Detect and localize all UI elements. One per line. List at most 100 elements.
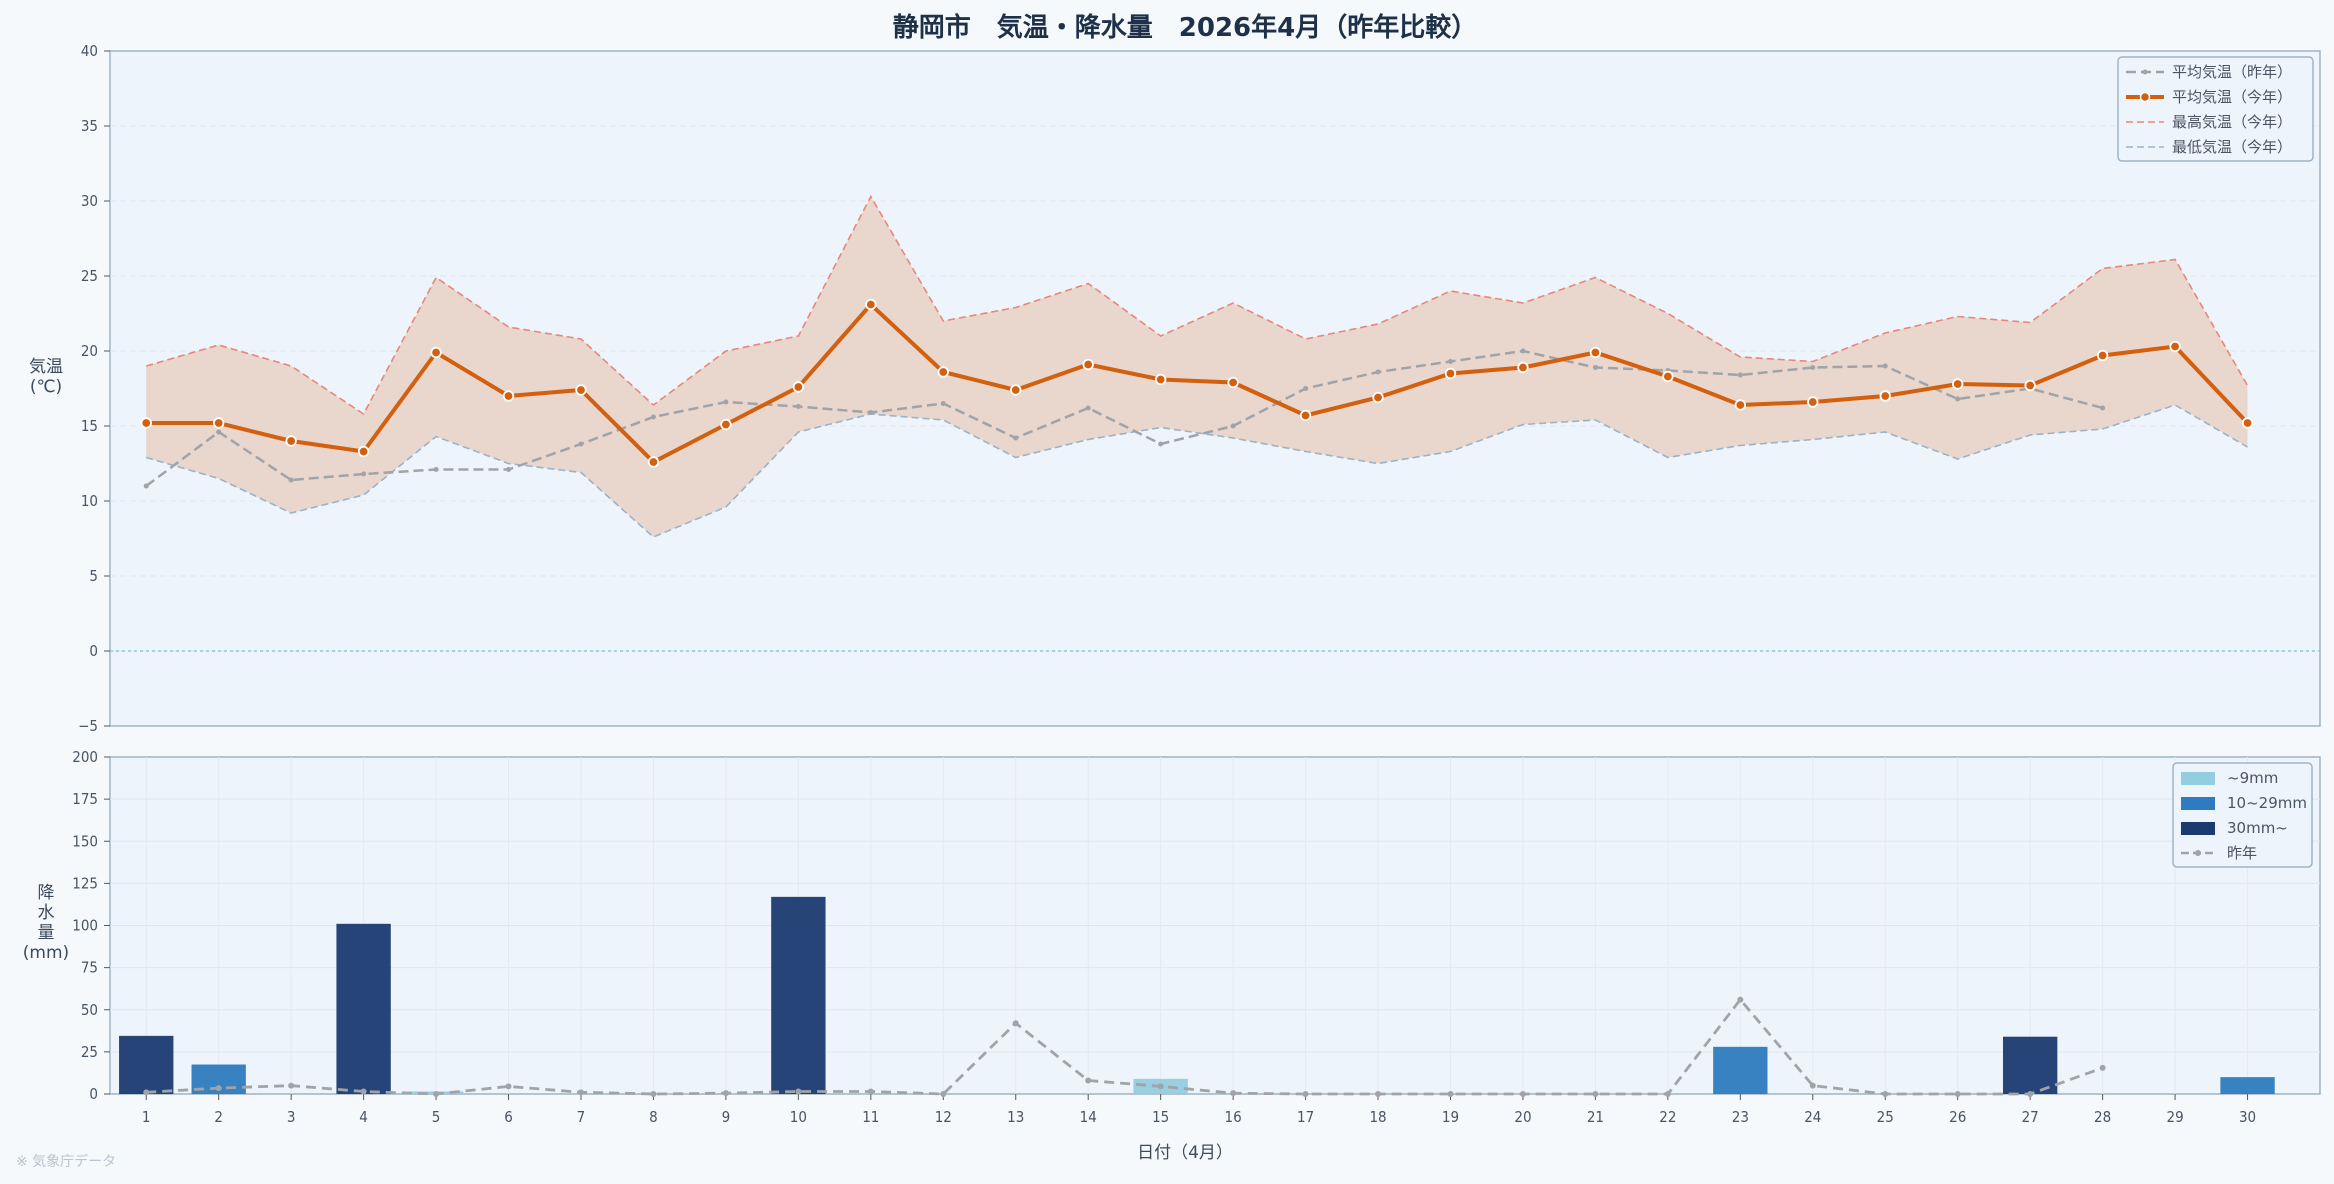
- prev-year-rain-point: [650, 1091, 657, 1097]
- avg-temp-point: [1227, 376, 1239, 389]
- rain-y-axis-label: 降水量(mm): [23, 883, 69, 963]
- rain-y-tick-label: 175: [72, 790, 98, 808]
- prev-year-temp-point: [578, 441, 584, 447]
- prev-year-rain-point: [577, 1089, 584, 1096]
- avg-temp-point: [1879, 390, 1891, 402]
- rain-y-tick-label: 25: [81, 1043, 98, 1061]
- x-tick-label: 15: [1152, 1108, 1169, 1126]
- precipitation-bar: [771, 896, 826, 1094]
- avg-temp-point: [2024, 379, 2036, 392]
- source-note: ※ 気象庁データ: [16, 1153, 116, 1170]
- series-line-prev-year-rain: [146, 997, 2104, 1096]
- prev-year-temp-point: [1013, 435, 1019, 441]
- avg-temp-point: [140, 417, 152, 429]
- avg-temp-point: [285, 435, 297, 447]
- avg-temp-point: [430, 346, 442, 359]
- avg-temp-point: [792, 381, 805, 393]
- avg-temp-point: [1154, 373, 1167, 386]
- series-line-max-temp: [145, 194, 2249, 416]
- series-line-avg-temp: [146, 301, 2249, 465]
- prev-year-temp-point: [1085, 405, 1091, 411]
- x-tick-label: 2: [214, 1108, 223, 1126]
- prev-year-rain-point: [433, 1091, 440, 1097]
- prev-year-temp-point: [1955, 396, 1961, 402]
- x-tick-label: 26: [1949, 1108, 1966, 1126]
- prev-year-temp-point: [1592, 365, 1598, 370]
- series-line-prev-year-temp: [145, 349, 2103, 488]
- prev-year-rain-point: [288, 1082, 295, 1089]
- prev-year-temp-point: [1303, 386, 1309, 391]
- prev-year-rain-point: [1012, 1020, 1019, 1027]
- prev-year-rain-point: [1230, 1090, 1237, 1097]
- temp-y-tick-label: 15: [81, 417, 98, 435]
- x-tick-label: 7: [577, 1108, 586, 1126]
- avg-temp-point: [865, 298, 877, 311]
- prev-year-temp-point: [1737, 372, 1743, 378]
- prev-year-rain-point: [867, 1088, 874, 1095]
- prev-year-rain-point: [1954, 1091, 1961, 1097]
- avg-temp-point: [2169, 340, 2181, 353]
- temp-legend-label: 平均気温（今年）: [2172, 88, 2292, 106]
- precipitation-bar: [336, 923, 391, 1094]
- prev-year-temp-point: [1230, 423, 1236, 429]
- rain-y-tick-label: 150: [72, 832, 98, 850]
- x-tick-label: 22: [1659, 1108, 1676, 1126]
- precipitation-bar: [2002, 1036, 2058, 1094]
- avg-temp-point: [937, 366, 949, 378]
- x-tick-label: 24: [1804, 1108, 1821, 1126]
- x-tick-label: 29: [2166, 1108, 2183, 1126]
- avg-temp-point: [357, 445, 370, 458]
- temp-y-tick-label: 0: [89, 642, 98, 660]
- prev-year-rain-point: [1447, 1091, 1454, 1097]
- avg-temp-point: [2241, 417, 2254, 429]
- temp-y-tick-label: 10: [81, 492, 98, 510]
- x-tick-label: 8: [649, 1108, 658, 1126]
- avg-temp-point: [1299, 409, 1312, 422]
- temp-legend-box: [2117, 56, 2314, 162]
- prev-year-rain-point: [1809, 1082, 1816, 1089]
- temp-y-tick-label: 25: [81, 267, 98, 285]
- prev-year-temp-point: [1810, 365, 1816, 370]
- rain-legend-label: 30mm~: [2227, 819, 2288, 837]
- prev-year-temp-point: [1520, 348, 1526, 354]
- prev-year-temp-point: [433, 467, 439, 472]
- precipitation-bar: [1713, 1046, 1768, 1094]
- temp-legend-label: 平均気温（昨年）: [2172, 63, 2292, 81]
- avg-temp-point: [1662, 370, 1674, 383]
- x-tick-label: 16: [1225, 1108, 1242, 1126]
- x-tick-label: 25: [1877, 1108, 1894, 1126]
- x-tick-label: 19: [1442, 1108, 1459, 1126]
- avg-temp-point: [720, 418, 732, 431]
- x-tick-label: 17: [1297, 1108, 1314, 1126]
- series-line-min-temp: [145, 404, 2248, 538]
- avg-temp-point: [1807, 396, 1819, 408]
- x-tick-label: 20: [1514, 1108, 1531, 1126]
- avg-temp-point: [1517, 361, 1529, 374]
- rain-legend-label: ~9mm: [2227, 769, 2278, 787]
- x-tick-label: 14: [1080, 1108, 1097, 1126]
- x-tick-label: 6: [504, 1108, 513, 1126]
- prev-year-rain-point: [1085, 1077, 1092, 1084]
- rain-legend: ~9mm 10~29mm 30mm~ 昨年: [2172, 762, 2313, 868]
- prev-year-temp-point: [506, 467, 512, 472]
- avg-temp-point: [1444, 367, 1457, 380]
- temp-y-tick-label: 40: [81, 42, 98, 60]
- temp-legend-label: 最高気温（今年）: [2172, 113, 2292, 131]
- prev-year-rain-point: [2027, 1091, 2034, 1097]
- x-axis-label: 日付（4月）: [1137, 1143, 1233, 1163]
- prev-year-rain-point: [1592, 1091, 1599, 1097]
- rain-legend-swatch: [2181, 772, 2215, 785]
- temp-y-axis-label: 気温(℃): [29, 357, 63, 397]
- prev-year-temp-point: [868, 410, 874, 415]
- prev-year-temp-point: [650, 414, 656, 420]
- prev-year-temp-point: [795, 404, 801, 409]
- prev-year-temp-point: [723, 399, 729, 405]
- temp-y-tick-label: 5: [89, 567, 98, 585]
- avg-temp-point: [575, 384, 587, 396]
- prev-year-temp-point: [361, 471, 367, 477]
- temp-legend-marker: [2142, 69, 2148, 75]
- prev-year-rain-point: [215, 1085, 222, 1092]
- rain-y-tick-label: 0: [89, 1085, 98, 1103]
